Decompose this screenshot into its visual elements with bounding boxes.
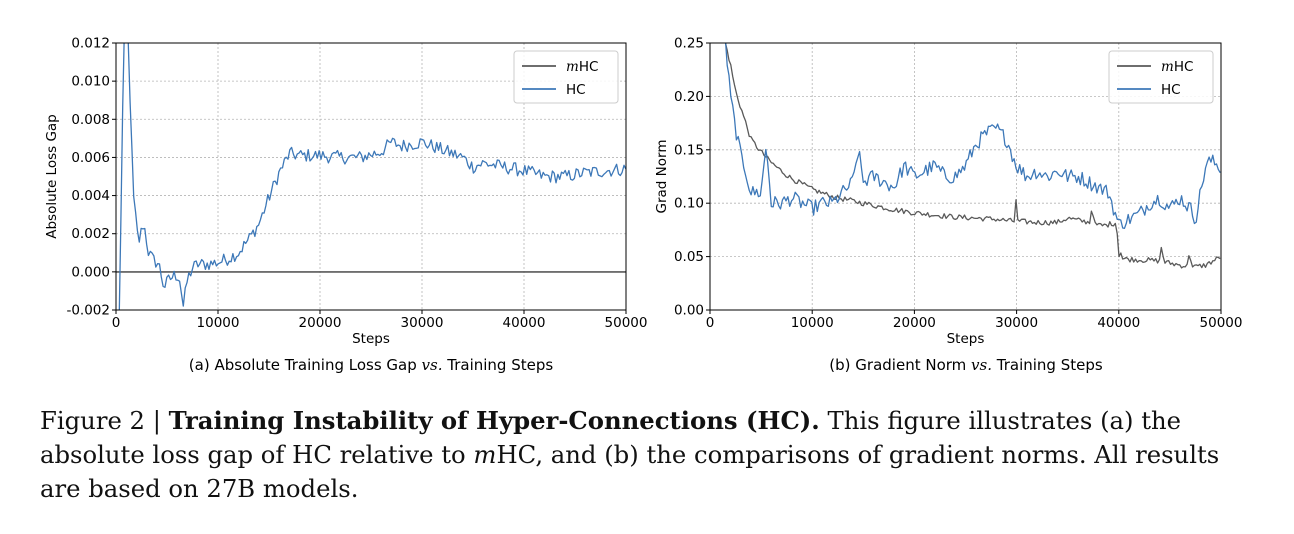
- x-tick-label: 20000: [893, 315, 936, 331]
- subplot-caption: (a) Absolute Training Loss Gap vs. Train…: [189, 356, 554, 374]
- plot-frame: [115, 42, 627, 311]
- y-tick-label: 0.010: [71, 74, 110, 90]
- x-tick-label: 40000: [503, 315, 546, 331]
- legend-text: HC: [1161, 82, 1181, 98]
- x-tick-label: 50000: [1200, 315, 1243, 331]
- caption-vs: vs.: [422, 356, 443, 374]
- y-tick-label: 0.10: [674, 196, 704, 212]
- legend-label-hc: HC: [566, 82, 586, 98]
- panel-b-chart: 0 10000 20000 30000 40000 50000 0.00 0.05 0.10 0.…: [654, 36, 1242, 375]
- x-axis-label: Steps: [947, 331, 985, 347]
- figure-caption: Figure 2 | Training Instability of Hyper…: [40, 404, 1265, 506]
- legend-label-hc: HC: [1161, 82, 1181, 98]
- y-tick-label: 0.05: [674, 249, 704, 265]
- caption-prefix: (b) Gradient Norm: [829, 356, 971, 374]
- x-tick-label: 50000: [605, 315, 648, 331]
- y-tick-label: 0.000: [71, 264, 110, 280]
- legend-box: [513, 50, 619, 104]
- caption-title: Training Instability of Hyper-Connection…: [168, 406, 820, 435]
- panel-a-chart: 0 10000 20000 30000 40000 50000 -0.002 0.000 0.0…: [44, 36, 648, 375]
- caption-suffix: Training Steps: [442, 356, 553, 374]
- figure-canvas: 0 10000 20000 30000 40000 50000-0.0020.0000.0…: [44, 36, 1242, 375]
- legend-text: HC: [1174, 59, 1194, 75]
- x-tick-label: 30000: [995, 315, 1038, 331]
- legend-box: [1108, 50, 1214, 104]
- y-axis-label: Absolute Loss Gap: [44, 114, 60, 239]
- y-tick-label: 0.004: [71, 188, 110, 204]
- caption-text-2: HC, and (b) the comparisons of gradient …: [40, 440, 1220, 503]
- x-tick-label: 40000: [1097, 315, 1140, 331]
- y-tick-label: 0.25: [674, 36, 704, 52]
- y-tick-label: 0.012: [71, 36, 110, 52]
- y-tick-label: 0.20: [674, 89, 704, 105]
- caption-text-1: This figure illustrates (a) the absolute…: [40, 406, 1182, 469]
- y-axis-label: Grad Norm: [654, 140, 670, 214]
- caption-label: Figure 2 |: [40, 406, 161, 435]
- x-tick-label: 10000: [197, 315, 240, 331]
- series-line-mhc: [724, 43, 1221, 269]
- subplot-caption: (b) Gradient Norm vs. Training Steps: [829, 356, 1103, 374]
- y-tick-label: -0.002: [66, 303, 110, 319]
- series-group: [724, 43, 1221, 269]
- caption-suffix: Training Steps: [992, 356, 1103, 374]
- y-tick-label: 0.006: [71, 150, 110, 166]
- legend-italic-m: m: [1161, 59, 1174, 75]
- y-tick-label: 0.15: [674, 142, 704, 158]
- y-tick-label: 0.00: [674, 303, 704, 319]
- legend-text: HC: [566, 82, 586, 98]
- plot-frame: [709, 42, 1222, 311]
- x-tick-label: 10000: [791, 315, 834, 331]
- x-tick-label: 0: [112, 315, 121, 331]
- x-tick-label: 20000: [299, 315, 342, 331]
- legend-label-mhc: mHC: [1161, 59, 1193, 75]
- caption-prefix: (a) Absolute Training Loss Gap: [189, 356, 422, 374]
- caption-italic-m: m: [473, 440, 497, 469]
- legend-label-mhc: mHC: [566, 59, 598, 75]
- y-tick-label: 0.002: [71, 226, 110, 242]
- caption-vs: vs.: [971, 356, 992, 374]
- legend-text: HC: [579, 59, 599, 75]
- x-tick-label: 0: [706, 315, 715, 331]
- y-tick-label: 0.008: [71, 112, 110, 128]
- series-group: [116, 43, 626, 310]
- x-tick-label: 30000: [401, 315, 444, 331]
- series-line-hc: [118, 43, 626, 310]
- series-line-hc: [725, 43, 1221, 229]
- x-axis-label: Steps: [352, 331, 390, 347]
- legend-italic-m: m: [566, 59, 579, 75]
